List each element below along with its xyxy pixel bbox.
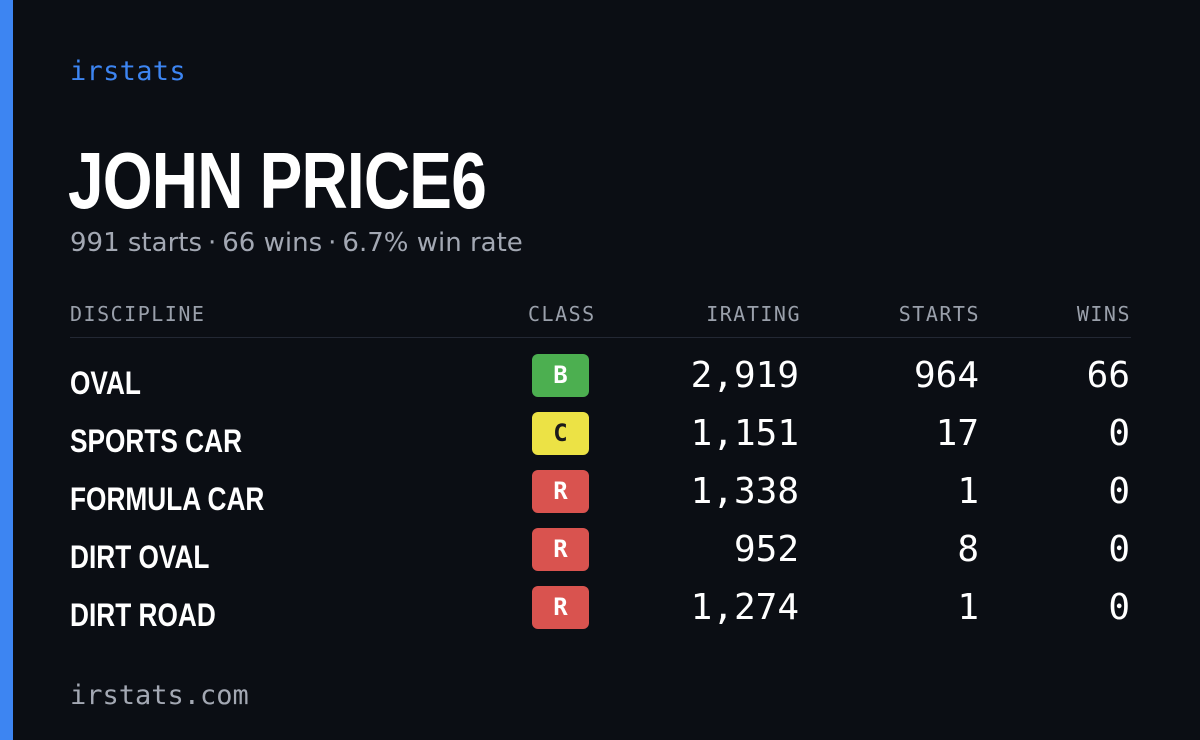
discipline-name: SPORTS CAR [70, 423, 243, 459]
table-row: DIRT ROAD R 1,274 1 0 [70, 586, 1131, 644]
header-class: CLASS [528, 302, 596, 326]
driver-name: JOHN PRICE6 [68, 136, 487, 225]
wins-value: 0 [1108, 529, 1130, 570]
wins-value: 0 [1108, 471, 1130, 512]
table-row: DIRT OVAL R 952 8 0 [70, 528, 1131, 586]
summary-separator: · [208, 228, 217, 258]
header-starts: STARTS [898, 302, 980, 326]
table-header: DISCIPLINE CLASS IRATING STARTS WINS [70, 298, 1131, 338]
summary-separator: · [328, 228, 337, 258]
accent-bar [0, 0, 13, 740]
class-badge: R [532, 528, 589, 571]
irating-value: 952 [733, 529, 799, 570]
wins-value: 0 [1108, 413, 1130, 454]
class-badge: R [532, 470, 589, 513]
header-irating: IRATING [706, 302, 801, 326]
summary-wins: 66 wins [222, 228, 323, 258]
starts-value: 17 [935, 413, 979, 454]
table-body: OVAL B 2,919 964 66 SPORTS CAR C 1,151 1… [70, 354, 1131, 644]
wins-value: 0 [1108, 587, 1130, 628]
irating-value: 1,151 [690, 413, 799, 454]
irating-value: 1,338 [690, 471, 799, 512]
table-row: SPORTS CAR C 1,151 17 0 [70, 412, 1131, 470]
table-row: FORMULA CAR R 1,338 1 0 [70, 470, 1131, 528]
irating-value: 1,274 [690, 587, 799, 628]
starts-value: 8 [957, 529, 979, 570]
brand-logo[interactable]: irstats [70, 56, 186, 87]
summary-win-rate: 6.7% win rate [342, 228, 523, 258]
summary-starts: 991 starts [70, 228, 202, 258]
discipline-name: DIRT OVAL [70, 539, 210, 575]
class-badge: B [532, 354, 589, 397]
discipline-name: OVAL [70, 365, 141, 401]
header-discipline: DISCIPLINE [70, 302, 206, 326]
wins-value: 66 [1086, 355, 1130, 396]
starts-value: 964 [913, 355, 979, 396]
starts-value: 1 [957, 471, 979, 512]
discipline-name: DIRT ROAD [70, 597, 216, 633]
driver-summary: 991 starts · 66 wins · 6.7% win rate [70, 228, 523, 258]
footer-url[interactable]: irstats.com [70, 680, 249, 711]
header-wins: WINS [1076, 302, 1131, 326]
class-badge: R [532, 586, 589, 629]
discipline-table: DISCIPLINE CLASS IRATING STARTS WINS OVA… [70, 298, 1131, 644]
table-row: OVAL B 2,919 964 66 [70, 354, 1131, 412]
irating-value: 2,919 [690, 355, 799, 396]
starts-value: 1 [957, 587, 979, 628]
class-badge: C [532, 412, 589, 455]
discipline-name: FORMULA CAR [70, 481, 265, 517]
